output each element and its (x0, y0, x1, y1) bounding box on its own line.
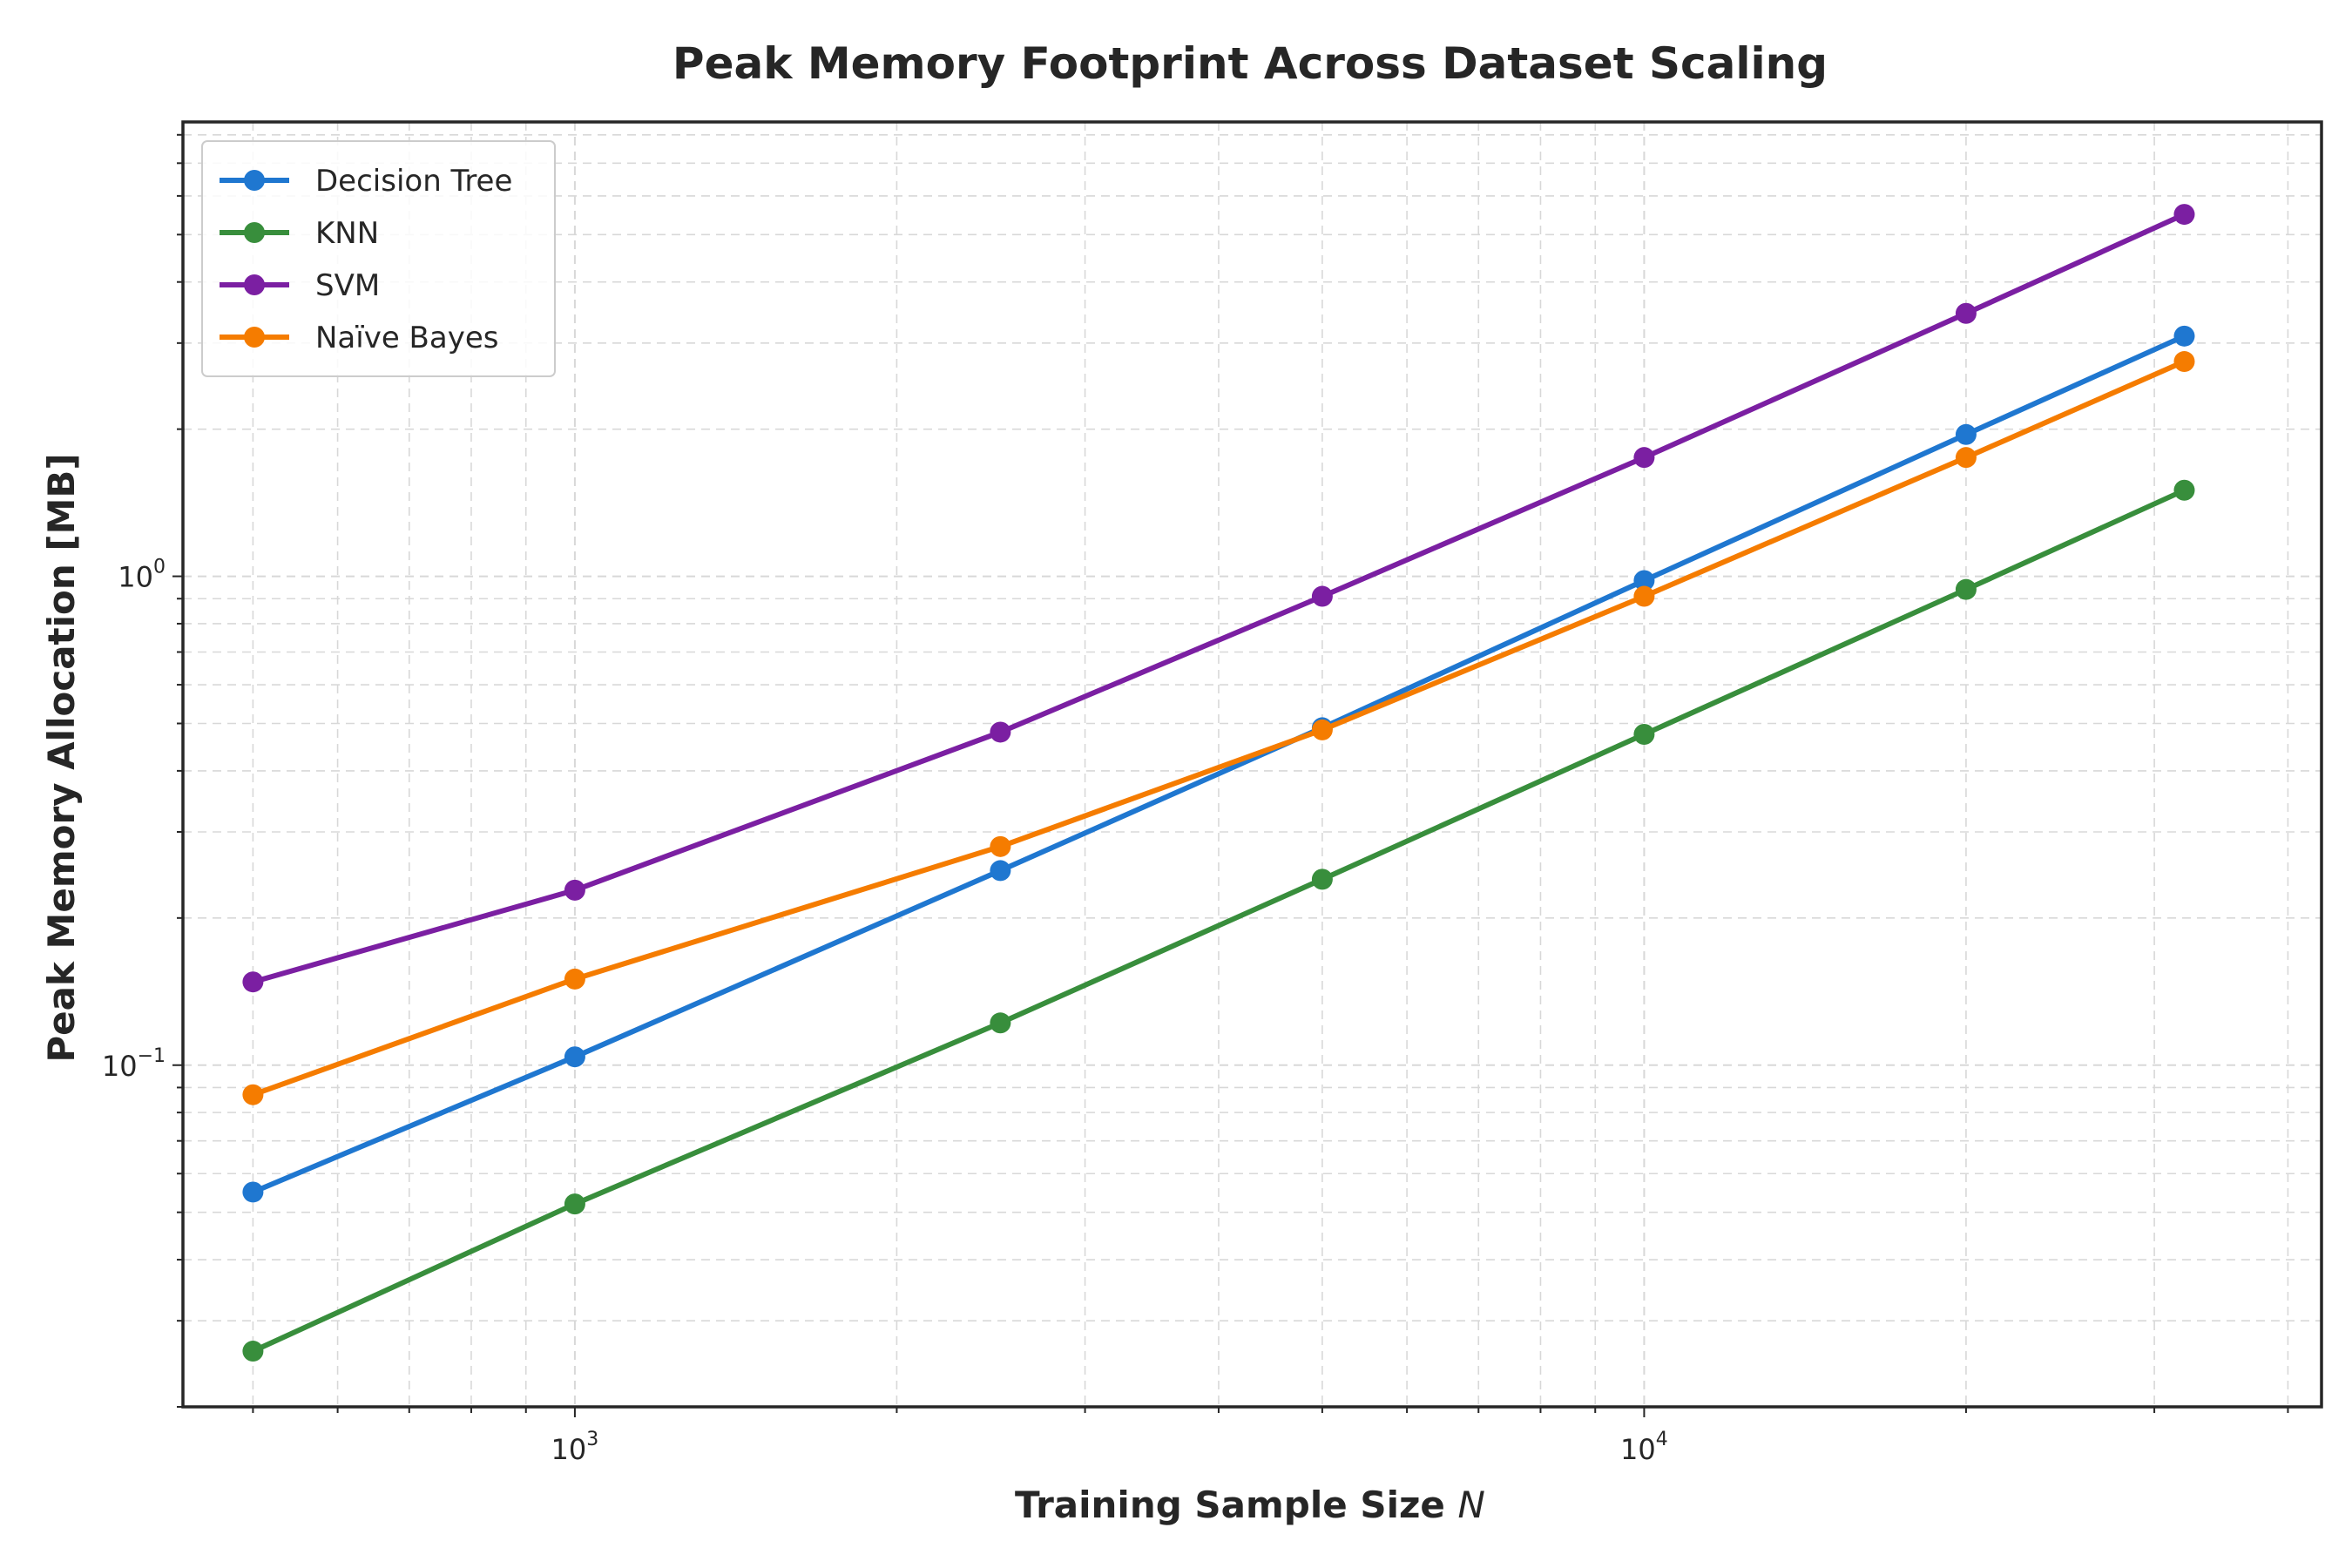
data-point-decision-tree (990, 860, 1011, 882)
data-point-na-ve-bayes (1633, 585, 1655, 607)
legend-label-knn: KNN (315, 216, 379, 251)
data-point-decision-tree (242, 1181, 264, 1203)
data-point-svm (242, 971, 264, 993)
legend-label-decision-tree: Decision Tree (315, 164, 512, 199)
legend-marker-decision-tree (244, 170, 265, 191)
plot-frame (181, 120, 2323, 1409)
legend-label-na-ve-bayes: Naïve Bayes (315, 321, 498, 355)
y-tick-label-exponent: 0 (153, 557, 166, 578)
data-point-na-ve-bayes (1955, 447, 1977, 469)
legend-marker-na-ve-bayes (244, 327, 265, 348)
data-point-svm (564, 879, 585, 901)
y-tick-label-exponent: −1 (138, 1045, 166, 1067)
data-point-svm (1633, 447, 1655, 469)
x-tick-label-exponent: 4 (1656, 1429, 1668, 1450)
series-layer (242, 204, 2195, 1362)
data-point-na-ve-bayes (1311, 719, 1333, 740)
legend-marker-svm (244, 274, 265, 295)
y-tick-label-base: 10 (102, 1050, 138, 1083)
legend-marker-knn (244, 222, 265, 243)
data-point-na-ve-bayes (990, 835, 1011, 857)
x-tick-label-base: 10 (551, 1433, 587, 1466)
legend-label-svm: SVM (315, 268, 380, 303)
data-point-svm (990, 721, 1011, 743)
y-tick-label: 100 (118, 557, 166, 594)
legend-box (201, 140, 556, 377)
chart-title: Peak Memory Footprint Across Dataset Sca… (672, 38, 1828, 89)
data-point-na-ve-bayes (564, 968, 585, 990)
data-point-decision-tree (1955, 423, 1977, 445)
data-point-decision-tree (1633, 570, 1655, 591)
data-point-knn (1311, 868, 1333, 890)
data-point-knn (1955, 578, 1977, 600)
data-point-knn (990, 1012, 1011, 1034)
y-axis-label: Peak Memory Allocation [MB] (40, 453, 83, 1062)
data-point-na-ve-bayes (242, 1084, 264, 1105)
data-point-na-ve-bayes (2173, 351, 2195, 373)
data-point-knn (564, 1193, 585, 1215)
y-tick-label-base: 10 (118, 561, 153, 594)
data-point-svm (1311, 585, 1333, 607)
data-point-knn (2173, 479, 2195, 501)
data-point-decision-tree (564, 1046, 585, 1068)
x-tick-label-base: 10 (1620, 1433, 1656, 1466)
x-tick-label-exponent: 3 (586, 1429, 598, 1450)
x-axis-label-variable: N (1458, 1484, 1485, 1526)
x-tick-label: 104 (1620, 1429, 1668, 1466)
data-point-knn (1633, 724, 1655, 746)
legend: Decision Tree KNN SVM Naïve Bayes (201, 140, 556, 377)
data-point-knn (242, 1341, 264, 1362)
x-tick-label: 103 (551, 1429, 599, 1466)
y-tick-label: 10−1 (102, 1045, 166, 1083)
data-point-svm (1955, 302, 1977, 324)
x-axis-label-text: Training Sample Size (1015, 1484, 1445, 1526)
data-point-decision-tree (2173, 325, 2195, 347)
data-point-svm (2173, 204, 2195, 226)
x-axis-label: Training Sample Size N (1015, 1484, 1485, 1526)
